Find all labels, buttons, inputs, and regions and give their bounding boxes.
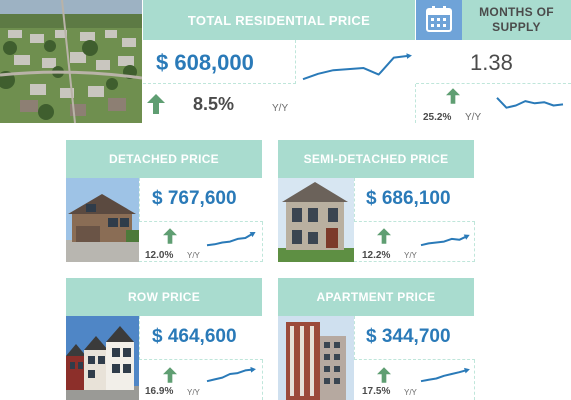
trend-arrowhead — [250, 366, 256, 373]
detached-change-cell — [139, 222, 263, 262]
row-price-cell — [139, 316, 263, 360]
calendar-icon — [426, 6, 452, 32]
up-arrow-icon — [163, 228, 177, 244]
trend-arrowhead — [464, 367, 470, 374]
total-residential-header: TOTAL RESIDENTIAL PRICE — [143, 0, 415, 40]
row-price-title: ROW PRICE — [127, 290, 201, 304]
total-change-cell — [143, 84, 416, 123]
row-trend-chart — [204, 362, 260, 386]
up-arrow-icon — [446, 88, 460, 104]
up-arrow-icon — [147, 94, 165, 114]
supply-trend-chart — [494, 86, 566, 114]
trend-line — [420, 369, 468, 383]
row-change-cell — [139, 360, 263, 400]
trend-arrowhead — [249, 231, 256, 238]
detached-change-value: 12.0% — [145, 250, 174, 261]
detached-trend-chart — [204, 226, 260, 250]
semi-detached-change-cell — [354, 222, 475, 262]
detached-price-cell — [139, 178, 263, 222]
apartment-price-header: APARTMENT PRICE — [278, 278, 474, 316]
semi-detached-price-header: SEMI-DETACHED PRICE — [278, 140, 474, 178]
semi-detached-house-photo — [278, 178, 354, 262]
trend-line — [206, 232, 254, 247]
up-arrow-icon — [377, 367, 391, 383]
row-change-value: 16.9% — [145, 386, 174, 397]
apartment-change-value: 17.5% — [362, 386, 391, 397]
detached-change-unit: Y/Y — [187, 251, 200, 260]
trend-line — [302, 54, 410, 81]
supply-value-cell — [416, 40, 571, 84]
apartment-change-cell — [354, 360, 475, 400]
trend-arrowhead — [463, 234, 470, 240]
total-price-cell — [143, 40, 296, 84]
row-price-header: ROW PRICE — [66, 278, 262, 316]
trend-line — [496, 97, 564, 109]
months-of-supply-title-line1: MONTHS OF — [479, 5, 554, 19]
apartment-trend-chart — [418, 362, 474, 386]
apartment-price-value: $ 344,700 — [366, 326, 451, 347]
semi-detached-change-value: 12.2% — [362, 250, 391, 261]
total-residential-title: TOTAL RESIDENTIAL PRICE — [187, 12, 371, 28]
row-change-unit: Y/Y — [187, 388, 200, 397]
total-price-trend-chart — [300, 42, 416, 84]
row-houses-photo — [66, 316, 139, 400]
months-of-supply-header: MONTHS OF SUPPLY — [462, 0, 571, 40]
trend-line — [206, 368, 254, 383]
up-arrow-icon — [377, 228, 391, 244]
supply-change-unit: Y/Y — [465, 112, 482, 123]
months-of-supply-title-line2: SUPPLY — [492, 20, 541, 34]
total-change-value: 8.5% — [193, 94, 235, 114]
apartment-price-cell — [354, 316, 475, 360]
semi-detached-price-cell — [354, 178, 475, 222]
semi-detached-trend-chart — [418, 226, 474, 250]
trend-line — [420, 235, 468, 247]
total-price-value: $ 608,000 — [156, 50, 254, 75]
semi-detached-price-title: SEMI-DETACHED PRICE — [303, 152, 449, 166]
apartment-change-unit: Y/Y — [404, 388, 417, 397]
trend-arrowhead — [406, 53, 412, 59]
detached-price-value: $ 767,600 — [152, 188, 237, 209]
total-change-unit: Y/Y — [272, 103, 289, 114]
detached-price-header: DETACHED PRICE — [66, 140, 262, 178]
semi-detached-change-unit: Y/Y — [404, 251, 417, 260]
detached-price-title: DETACHED PRICE — [109, 152, 219, 166]
row-price-value: $ 464,600 — [152, 326, 237, 347]
semi-detached-price-value: $ 686,100 — [366, 188, 451, 209]
supply-value: 1.38 — [470, 50, 513, 75]
apartment-building-photo — [278, 316, 354, 400]
detached-house-photo — [66, 178, 139, 262]
supply-change-value: 25.2% — [423, 112, 452, 123]
aerial-neighborhood-photo — [0, 0, 142, 123]
up-arrow-icon — [163, 367, 177, 383]
apartment-price-title: APARTMENT PRICE — [316, 290, 436, 304]
